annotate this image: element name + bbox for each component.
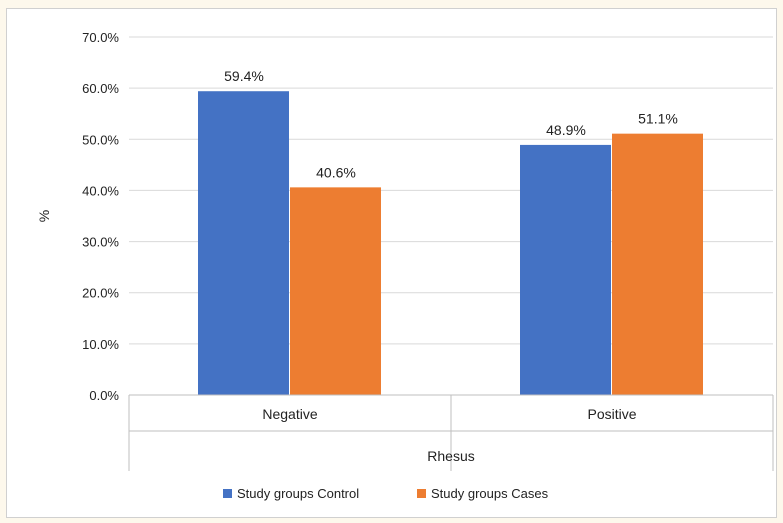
y-tick-label: 20.0% xyxy=(82,286,119,301)
y-tick-label: 70.0% xyxy=(82,30,119,45)
y-tick-label: 30.0% xyxy=(82,235,119,250)
data-label: 48.9% xyxy=(546,122,586,138)
data-label: 59.4% xyxy=(224,68,264,84)
y-tick-label: 0.0% xyxy=(89,388,119,403)
legend-label: Study groups Control xyxy=(237,486,359,501)
y-tick-label: 10.0% xyxy=(82,337,119,352)
bar-chart: 0.0%10.0%20.0%30.0%40.0%50.0%60.0%70.0% … xyxy=(36,30,774,501)
y-axis-title: % xyxy=(36,210,52,222)
data-label: 51.1% xyxy=(638,111,678,127)
y-tick-label: 50.0% xyxy=(82,132,119,147)
legend-swatch xyxy=(223,489,232,498)
legend: Study groups Control Study groups Cases xyxy=(223,486,549,501)
x-axis-title: Rhesus xyxy=(427,448,474,464)
data-labels: 59.4% 40.6% 48.9% 51.1% xyxy=(224,68,678,180)
x-category-label: Positive xyxy=(587,406,636,422)
chart-frame: 0.0% 10.0% 20.0% 30.0% 40.0% 50.0% 60.0% 70.0% … xyxy=(6,8,777,518)
legend-label: Study groups Cases xyxy=(431,486,549,501)
bar-positive-series-0 xyxy=(520,144,611,395)
x-axis: Negative Positive xyxy=(128,394,774,471)
legend-swatch xyxy=(417,489,426,498)
data-label: 40.6% xyxy=(316,164,356,180)
bar-negative-series-1 xyxy=(290,187,381,395)
y-tick-label: 60.0% xyxy=(82,81,119,96)
y-tick-label: 40.0% xyxy=(82,183,119,198)
x-category-label: Negative xyxy=(262,406,317,422)
bars xyxy=(198,91,703,395)
y-axis-ticks: 0.0% 10.0% 20.0% 30.0% 40.0% 50.0% 60.0% 70.0% xyxy=(82,30,119,403)
bar-positive-series-1 xyxy=(612,133,703,395)
bar-negative-series-0 xyxy=(198,91,289,395)
